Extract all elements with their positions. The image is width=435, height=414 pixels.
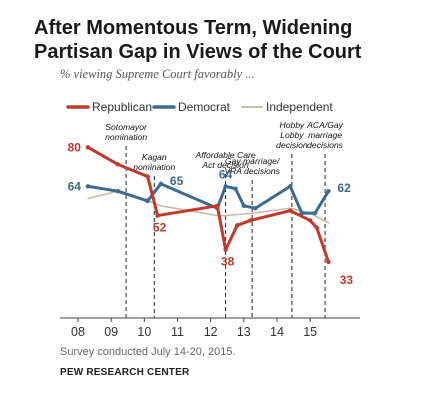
data-point-republican (234, 223, 240, 228)
data-point-democrat (253, 206, 258, 211)
data-point-democrat (326, 188, 331, 194)
annotation-label-line: ACA/Gay (306, 120, 344, 130)
annotation-label: ACA/Gay marriage decisions (306, 120, 344, 150)
legend-label-democrat: Democrat (178, 100, 231, 114)
annotation-label-line: marriage (308, 130, 342, 140)
x-axis: 08 09 10 11 12 13 14 15 (60, 317, 360, 339)
survey-note: Survey conducted July 14-20, 2015. (60, 346, 236, 358)
data-point-democrat (145, 198, 150, 204)
annotation-label-line: decisions (307, 140, 344, 150)
data-label-democrat: 64 (219, 167, 233, 181)
x-tick-label: 14 (270, 325, 284, 339)
annotation-label-line: Sotomayor (105, 122, 148, 132)
annotation-label: Hobby Lobby decision (276, 120, 308, 150)
data-point-republican (307, 218, 313, 223)
annotation-label: Affordable Care Act decision (194, 150, 255, 170)
data-labels: 80 52 38 33 64 65 64 62 (68, 140, 354, 287)
data-label-republican: 38 (221, 255, 235, 269)
x-tick-label: 12 (204, 325, 218, 339)
data-label-democrat: 62 (337, 181, 351, 195)
data-point-democrat (312, 210, 318, 216)
data-point-republican (155, 213, 160, 218)
data-label-republican: 52 (153, 221, 167, 235)
annotation-label: Sotomayor nomination (105, 122, 148, 142)
annotation-label-line: decision (276, 140, 308, 150)
data-point-democrat (223, 184, 228, 189)
data-point-republican (326, 259, 331, 265)
data-point-republican (115, 162, 120, 167)
data-point-democrat (233, 186, 238, 191)
chart-title: After Momentous Term, Widening Partisan … (34, 16, 424, 64)
annotation-label-line: nomination (105, 132, 147, 142)
annotation-label-line: nomination (133, 162, 175, 172)
annotation-label-line: VRA decisions (224, 166, 280, 176)
data-point-republican (248, 218, 253, 223)
data-label-republican: 33 (340, 273, 354, 287)
annotation-label-line: Lobby (280, 130, 304, 140)
source-credit: PEW RESEARCH CENTER (60, 367, 190, 378)
x-tick-label: 11 (171, 325, 184, 339)
chart-series (85, 145, 331, 265)
data-point-democrat (115, 188, 120, 194)
annotation-label-line: Act decision (201, 160, 249, 170)
x-tick-label: 08 (71, 325, 85, 339)
data-point-democrat (158, 181, 164, 187)
data-point-republican (85, 145, 91, 150)
data-point-republican (223, 247, 228, 252)
annotation-label: Gay marriage/VRA decisions (224, 156, 281, 176)
data-point-democrat (288, 184, 293, 189)
chart-legend: Republican Democrat Independent (66, 100, 333, 114)
x-tick-label: 10 (137, 325, 151, 339)
annotation-label: Kagan nomination (133, 152, 175, 172)
annotation-label-line: Kagan (142, 152, 167, 162)
data-point-republican (314, 225, 319, 230)
chart-title-line-1: After Momentous Term, Widening (34, 17, 353, 39)
chart-title-line-2: Partisan Gap in Views of the Court (34, 41, 362, 63)
data-point-republican (215, 203, 220, 209)
annotation-label-line: Affordable Care (194, 150, 255, 160)
data-point-republican (145, 174, 150, 179)
annotation-label-line: Gay marriage/ (225, 156, 281, 166)
data-label-democrat: 64 (68, 179, 82, 193)
data-point-democrat (241, 203, 247, 209)
data-point-democrat (85, 184, 91, 189)
x-tick-label: 15 (303, 325, 317, 339)
annotation-label-line: Hobby (279, 120, 305, 130)
chart-subtitle: % viewing Supreme Court favorably ... (60, 67, 255, 81)
x-tick-label: 09 (104, 325, 118, 339)
legend-label-independent: Independent (266, 100, 333, 114)
data-label-democrat: 65 (170, 174, 184, 188)
data-point-republican (288, 208, 293, 213)
data-label-republican: 80 (68, 140, 82, 154)
legend-label-republican: Republican (92, 100, 152, 114)
x-tick-label: 13 (237, 325, 251, 339)
